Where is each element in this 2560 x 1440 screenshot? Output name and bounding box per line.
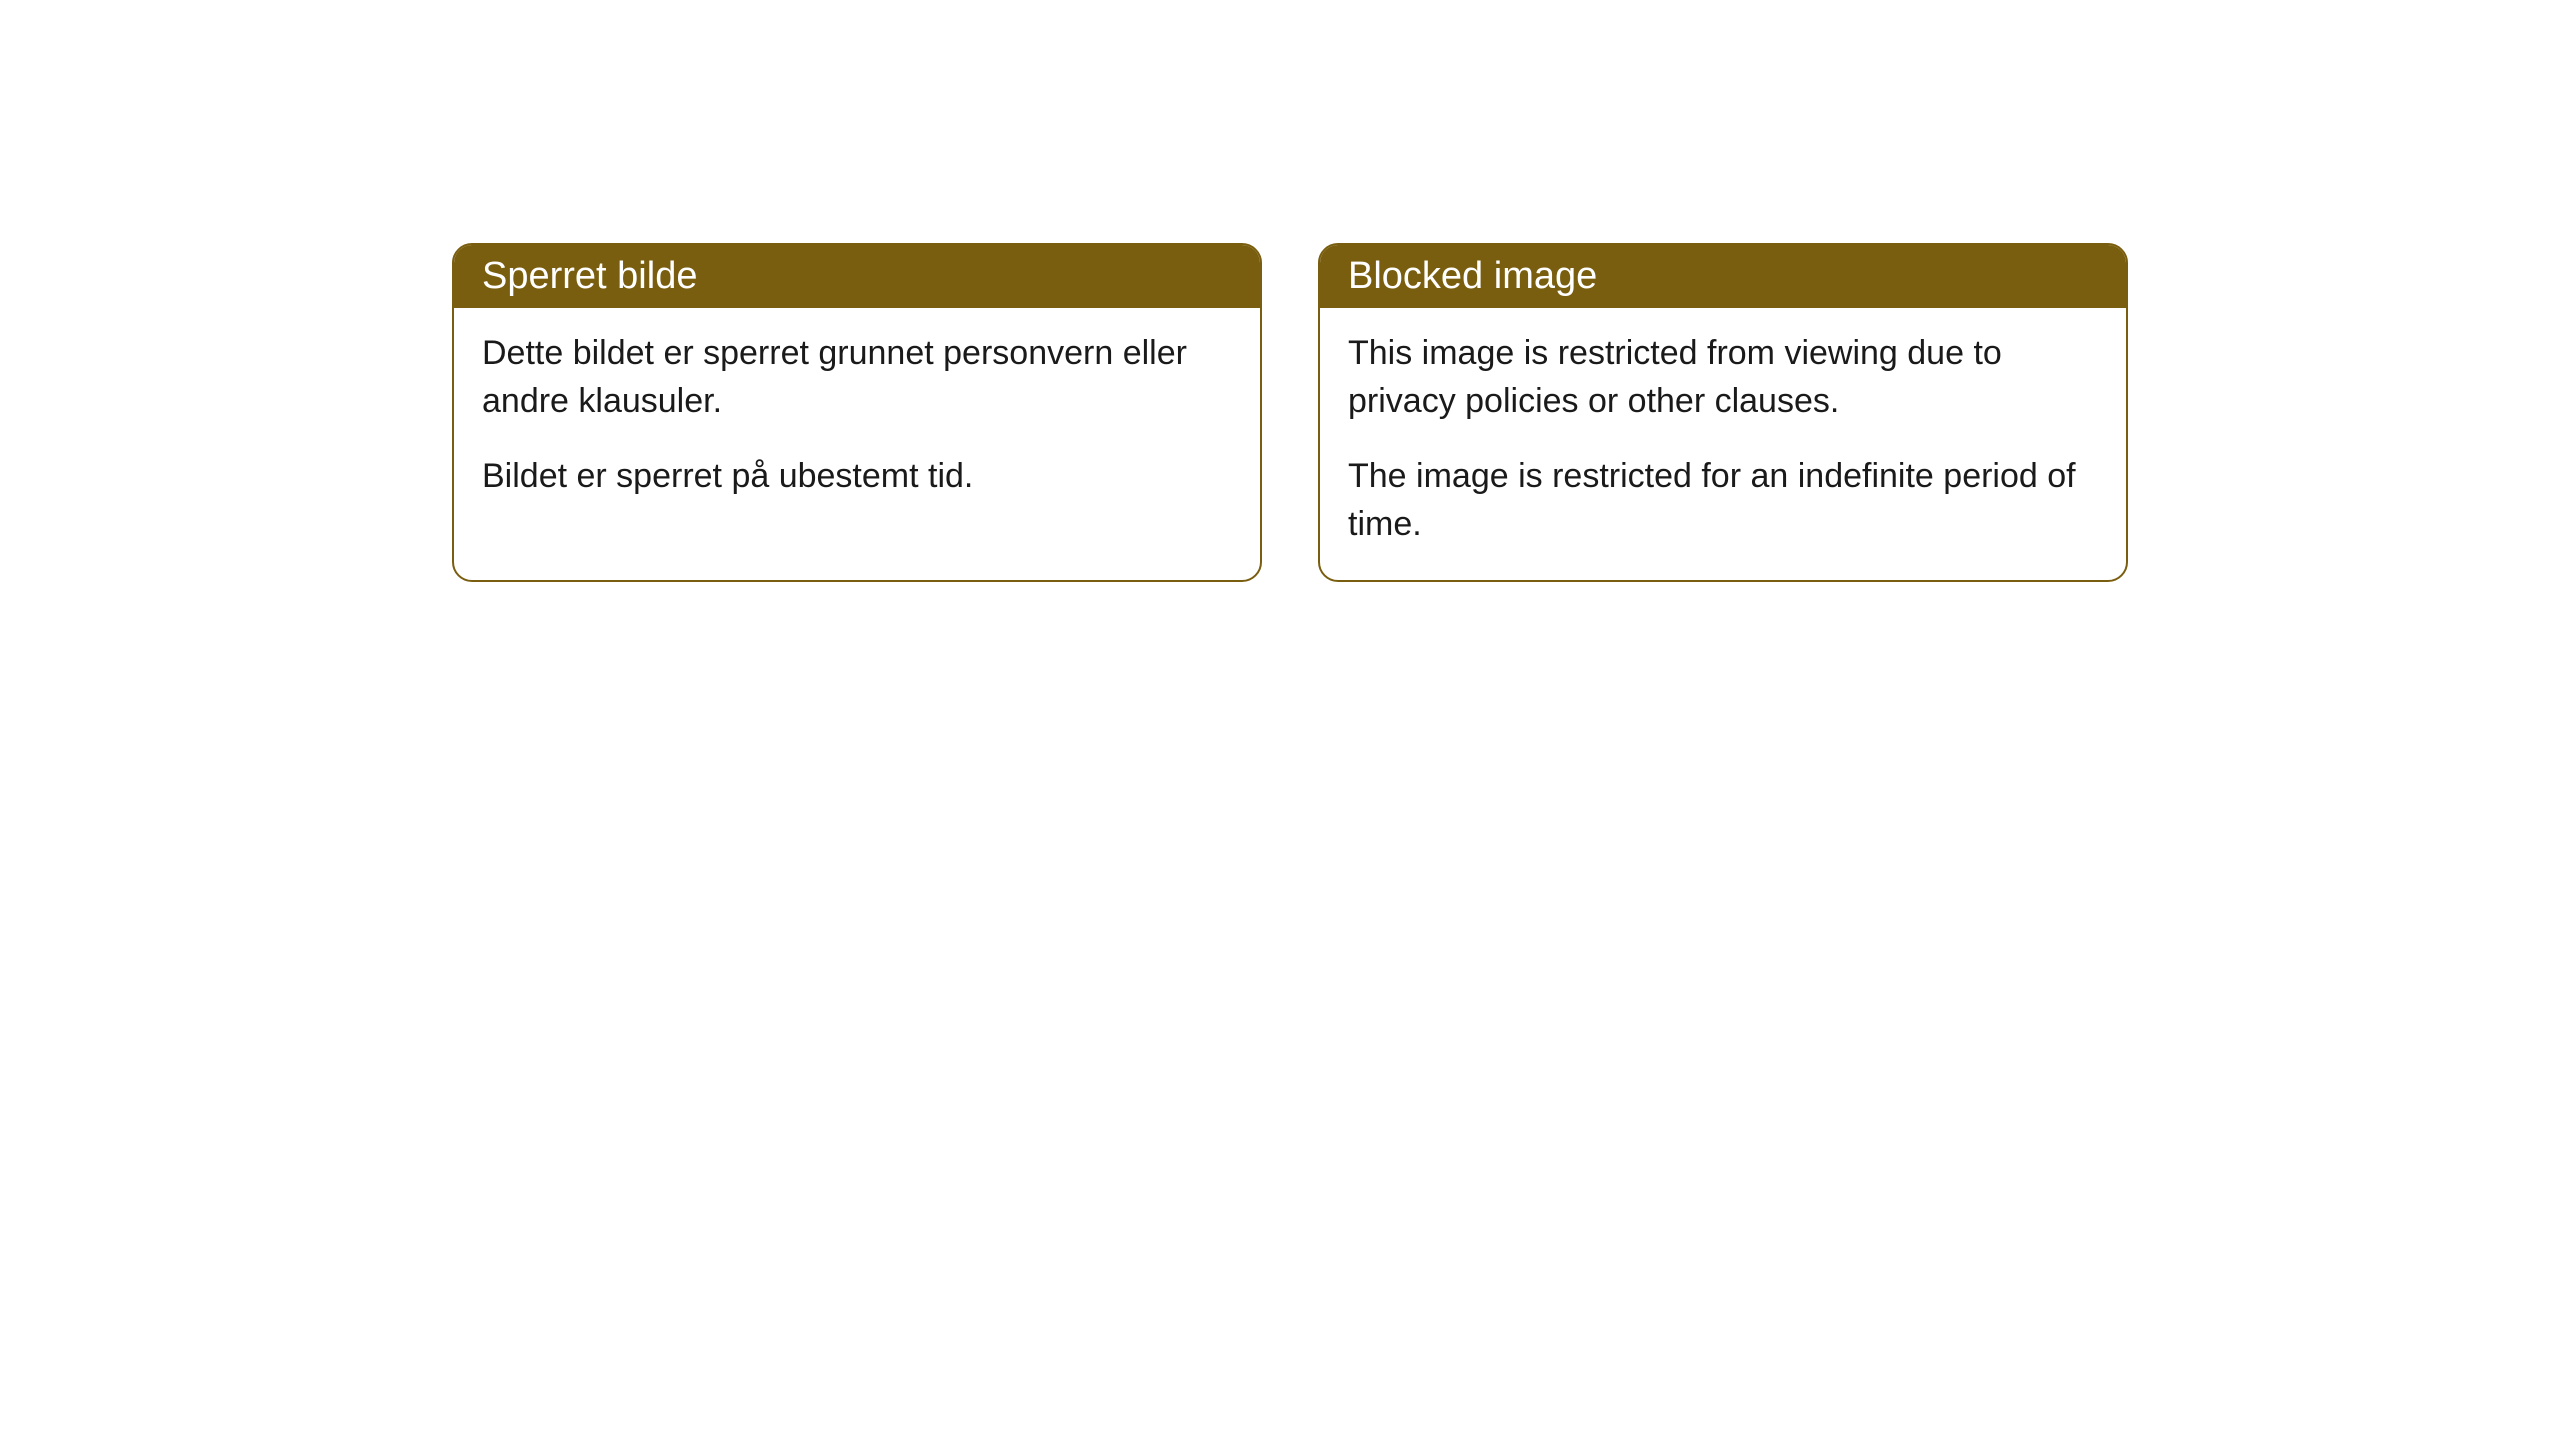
card-header-english: Blocked image [1320,245,2126,308]
card-body-norwegian: Dette bildet er sperret grunnet personve… [454,308,1260,533]
cards-container: Sperret bilde Dette bildet er sperret gr… [452,243,2128,582]
card-english: Blocked image This image is restricted f… [1318,243,2128,582]
card-paragraph-2: The image is restricted for an indefinit… [1348,453,2098,548]
card-paragraph-1: Dette bildet er sperret grunnet personve… [482,330,1232,425]
card-norwegian: Sperret bilde Dette bildet er sperret gr… [452,243,1262,582]
card-header-norwegian: Sperret bilde [454,245,1260,308]
card-body-english: This image is restricted from viewing du… [1320,308,2126,580]
card-paragraph-1: This image is restricted from viewing du… [1348,330,2098,425]
card-paragraph-2: Bildet er sperret på ubestemt tid. [482,453,1232,501]
